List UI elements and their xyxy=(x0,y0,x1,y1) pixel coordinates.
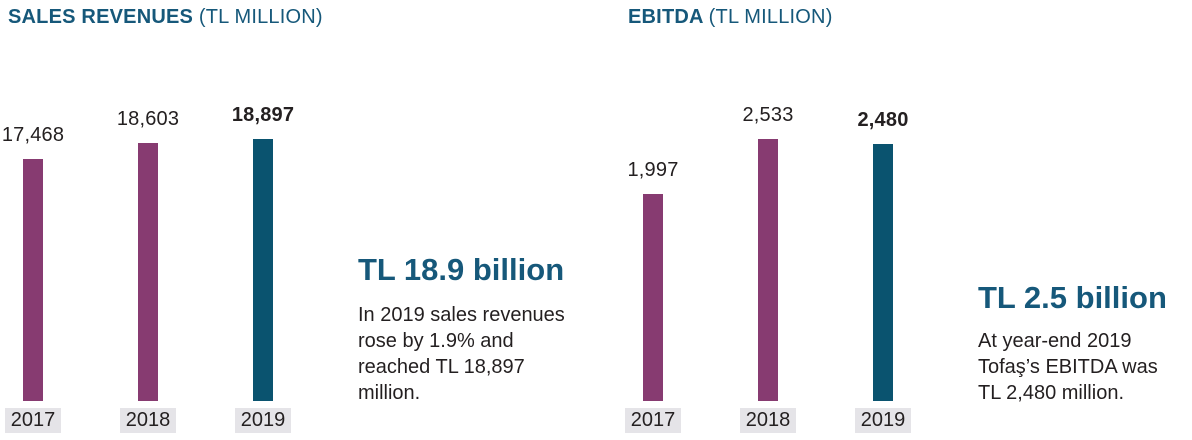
bar-2018 xyxy=(758,139,778,401)
callout-body-line: reached TL 18,897 xyxy=(358,356,525,378)
callout-body-line: In 2019 sales revenues xyxy=(358,304,565,326)
bar-2017 xyxy=(643,194,663,401)
callout-headline: TL 2.5 billion xyxy=(978,280,1167,315)
plot-area: 1,997 2017 2,533 2018 2,480 2019 xyxy=(620,0,1192,440)
callout-body-line: TL 2,480 million. xyxy=(978,382,1124,404)
chart-title-text: SALES REVENUES xyxy=(8,6,194,28)
plot-area: 17,468 2017 18,603 2018 18,897 2019 xyxy=(1,104,295,433)
callout-body-line: Tofaş’s EBITDA was xyxy=(978,356,1158,378)
bar-2017 xyxy=(23,159,43,401)
value-label-2018: 18,603 xyxy=(116,108,180,130)
callout-body: In 2019 sales revenues rose by 1.9% and re… xyxy=(358,302,598,406)
value-label-2017: 17,468 xyxy=(1,124,65,146)
year-label-2018: 2018 xyxy=(740,408,796,433)
callout-body: At year-end 2019 Tofaş’s EBITDA was TL 2,4… xyxy=(978,328,1192,406)
year-label-2017: 2017 xyxy=(5,408,61,433)
value-label-2019: 18,897 xyxy=(231,104,295,126)
ebitda-chart: EBITDA (TL MILLION) 1,997 2017 2,533 2018 2,… xyxy=(620,0,1192,440)
callout-headline: TL 18.9 billion xyxy=(358,252,565,287)
chart-title-text: EBITDA xyxy=(628,6,703,28)
value-label-2019: 2,480 xyxy=(857,109,909,131)
bar-2019 xyxy=(253,139,273,401)
value-label-2017: 1,997 xyxy=(627,159,679,181)
chart-title-unit: (TL MILLION) xyxy=(708,6,833,28)
callout-body-line: At year-end 2019 xyxy=(978,330,1132,352)
year-label-2017: 2017 xyxy=(625,408,681,433)
sales-revenues-chart: SALES REVENUES (TL MILLION) 17,468 2017 18… xyxy=(1,5,598,433)
value-label-2018: 2,533 xyxy=(742,104,794,126)
callout-body-line: million. xyxy=(358,382,421,404)
year-label-2018: 2018 xyxy=(120,408,176,433)
chart-title-unit: (TL MILLION) xyxy=(198,6,323,28)
bar-2019 xyxy=(873,144,893,401)
year-label-2019: 2019 xyxy=(855,408,911,433)
callout-body-line: rose by 1.9% and xyxy=(358,330,514,352)
year-label-2019: 2019 xyxy=(235,408,291,433)
bar-2018 xyxy=(138,143,158,401)
chart-title: SALES REVENUES (TL MILLION) xyxy=(8,5,323,29)
chart-title: EBITDA (TL MILLION) xyxy=(628,5,833,29)
